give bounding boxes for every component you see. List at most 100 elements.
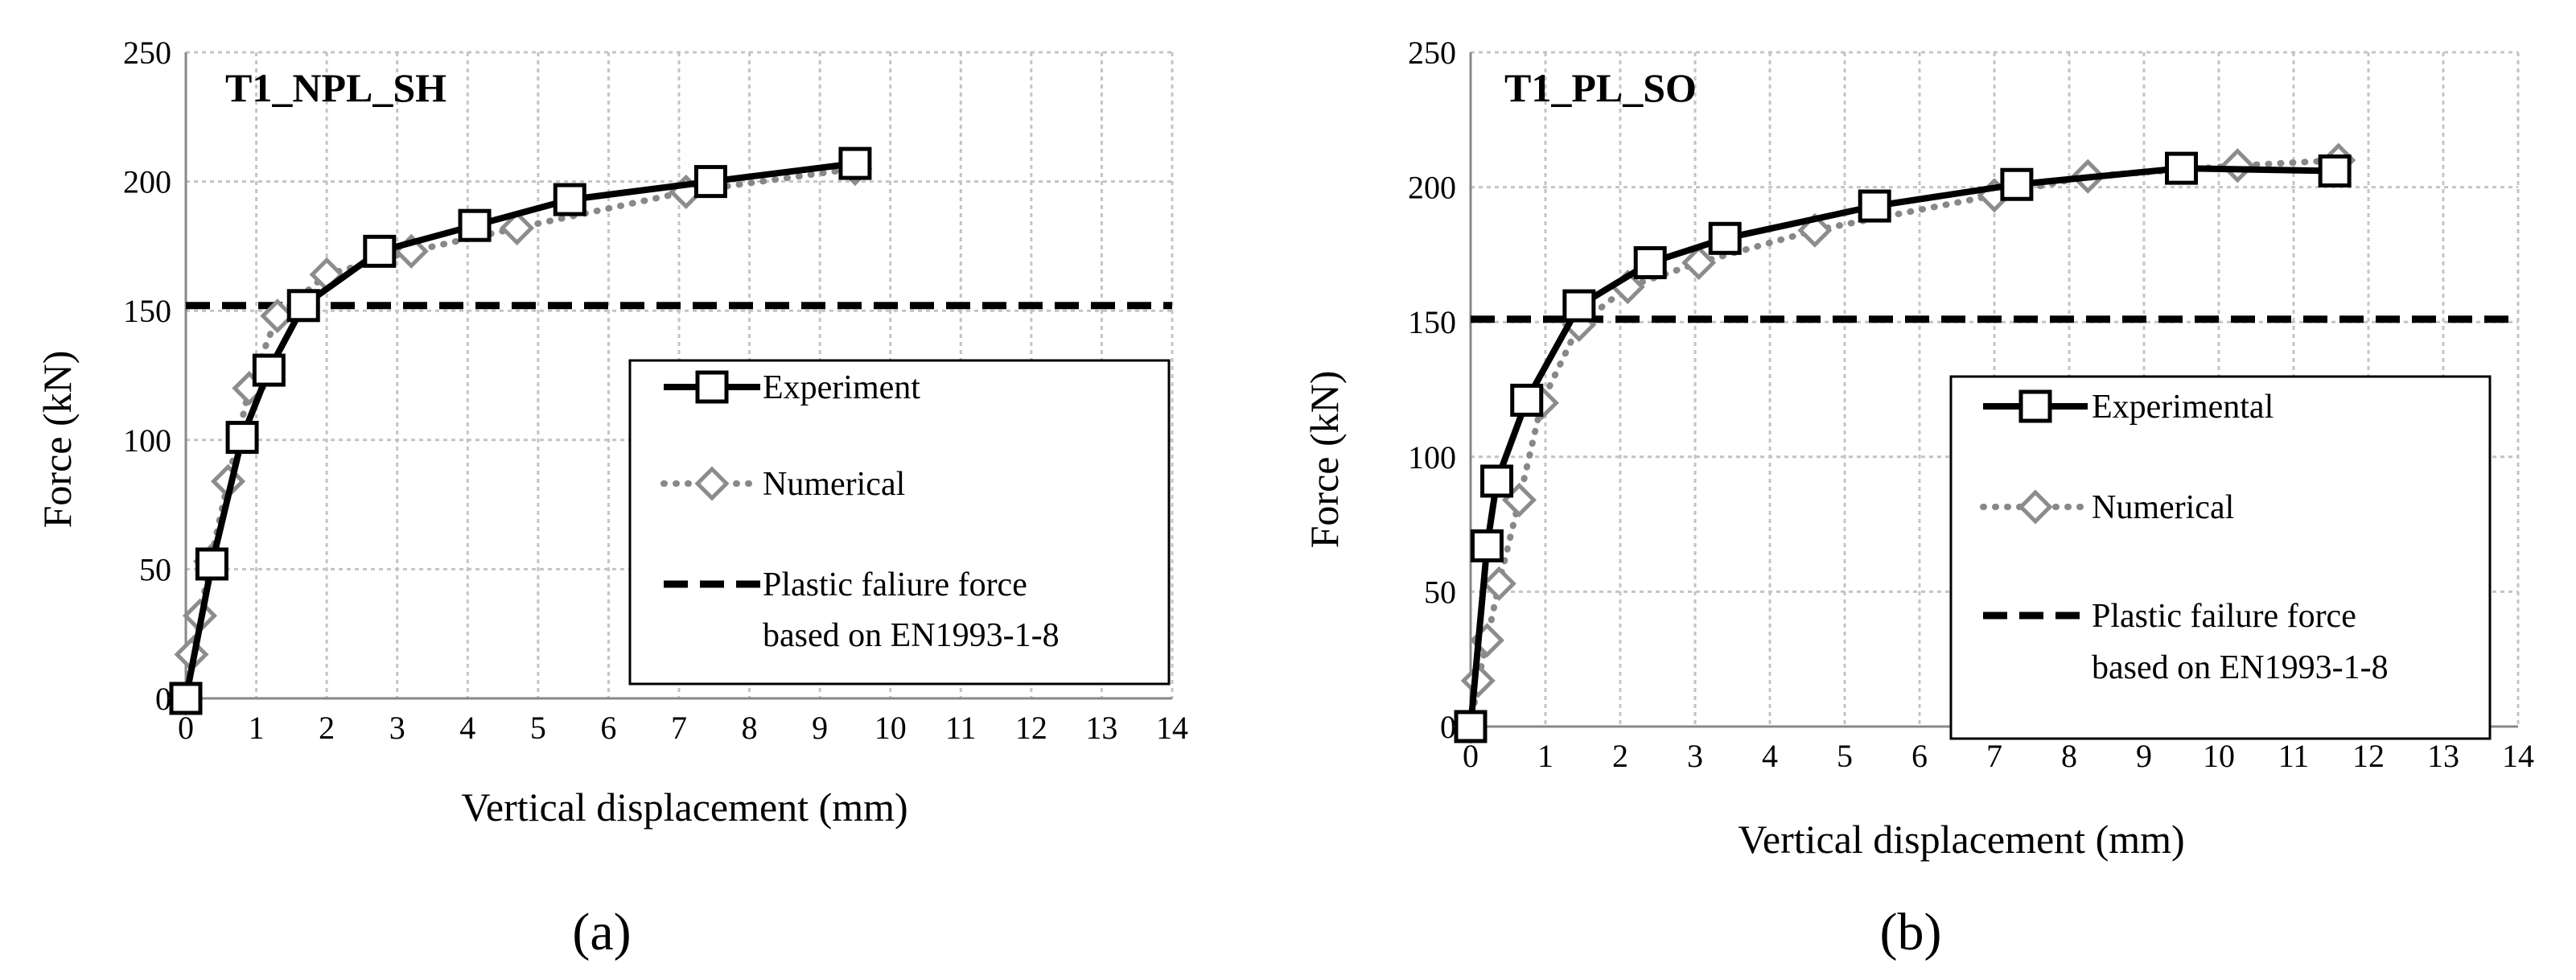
x-tick-label: 1 — [1537, 738, 1553, 774]
numerical-point — [1681, 245, 1717, 280]
chart-title: T1_NPL_SH — [225, 65, 446, 110]
legend-diamond-marker — [694, 466, 730, 501]
x-tick-label: 2 — [1612, 738, 1628, 774]
x-tick-label: 6 — [600, 710, 616, 746]
y-tick-label: 200 — [123, 164, 171, 200]
experiment-point — [195, 547, 228, 581]
experiment-point — [363, 234, 397, 268]
experiment-point — [1470, 529, 1504, 562]
y-tick-label: 150 — [123, 293, 171, 329]
x-tick-label: 5 — [530, 710, 546, 746]
x-tick-label: 9 — [2136, 738, 2152, 774]
x-tick-label: 13 — [1085, 710, 1117, 746]
experiment-point — [1708, 221, 1742, 255]
experiment-point — [553, 183, 586, 216]
legend-label-plastic-line1: Plastic faliure force — [763, 566, 1027, 603]
experiment-point — [2165, 151, 2198, 185]
numerical-point — [1460, 663, 1496, 698]
y-tick-label: 0 — [155, 681, 171, 717]
experiment-point — [693, 165, 727, 199]
x-axis-label: Vertical displacement (mm) — [1738, 817, 2184, 862]
numerical-point — [500, 210, 535, 245]
x-tick-label: 4 — [459, 710, 475, 746]
chart-title: T1_PL_SO — [1504, 65, 1697, 110]
x-tick-label: 0 — [178, 710, 194, 746]
x-tick-label: 7 — [671, 710, 687, 746]
experiment-point — [286, 289, 320, 323]
x-tick-label: 3 — [1687, 738, 1703, 774]
x-axis-label: Vertical displacement (mm) — [461, 784, 907, 830]
y-axis-label: Force (kN) — [35, 351, 80, 529]
experiment-point — [2318, 154, 2352, 187]
x-tick-label: 5 — [1837, 738, 1853, 774]
axes-group — [184, 52, 1172, 700]
x-tick-label: 14 — [2502, 738, 2534, 774]
y-tick-label: 50 — [139, 551, 171, 587]
series-group — [168, 146, 1172, 716]
experiment-point — [1633, 245, 1667, 279]
experiment-point — [2000, 167, 2034, 201]
legend-label-numerical: Numerical — [2092, 489, 2234, 526]
x-tick-label: 8 — [742, 710, 758, 746]
legend: Experiment Numerical Plastic faliure for… — [628, 359, 1171, 686]
experiment-point — [1480, 464, 1514, 498]
y-tick-label: 100 — [1408, 439, 1456, 476]
x-tick-label: 10 — [2203, 738, 2235, 774]
legend-box — [628, 359, 1171, 686]
series-group — [1453, 142, 2518, 744]
legend: Experimental Numerical Plastic failure f… — [1949, 375, 2492, 740]
x-tick-label: 11 — [2278, 738, 2310, 774]
x-tick-label: 3 — [389, 710, 405, 746]
x-tick-label: 4 — [1762, 738, 1778, 774]
x-tick-label: 1 — [249, 710, 265, 746]
experiment-point — [1454, 710, 1488, 743]
x-tick-label: 8 — [2061, 738, 2077, 774]
x-tick-label: 2 — [319, 710, 335, 746]
y-tick-label: 50 — [1424, 574, 1456, 610]
y-tick-label: 250 — [123, 35, 171, 71]
experiment-point — [1510, 383, 1544, 417]
legend-box — [1949, 375, 2492, 740]
legend-square-marker — [695, 370, 729, 404]
x-tick-label: 9 — [812, 710, 828, 746]
legend-label-numerical: Numerical — [763, 466, 905, 503]
experiment-point — [1858, 189, 1891, 223]
y-axis-label: Force (kN) — [1302, 371, 1347, 549]
legend-label-plastic-line1: Plastic failure force — [2092, 598, 2356, 635]
y-tick-label: 150 — [1408, 304, 1456, 340]
experiment-point — [169, 681, 203, 715]
experiment-point — [1562, 289, 1596, 323]
x-tick-label: 13 — [2427, 738, 2459, 774]
y-tick-label: 100 — [123, 422, 171, 459]
x-tick-label: 6 — [1911, 738, 1928, 774]
experiment-line — [183, 160, 856, 699]
y-tick-label: 200 — [1408, 170, 1456, 206]
experiment-point — [225, 421, 259, 455]
legend-square-marker — [2018, 389, 2052, 423]
x-tick-label: 7 — [1986, 738, 2002, 774]
experiment-point — [458, 208, 492, 242]
x-tick-label: 12 — [1015, 710, 1047, 746]
x-tick-label: 10 — [874, 710, 907, 746]
legend-diamond-marker — [2018, 489, 2053, 525]
legend-label-experiment: Experiment — [763, 369, 920, 406]
experiment-point — [252, 353, 286, 387]
panel-caption: (a) — [572, 903, 631, 961]
numerical-point — [2220, 148, 2255, 183]
x-tick-label: 0 — [1463, 738, 1479, 774]
legend-label-experimental: Experimental — [2092, 389, 2274, 426]
legend-label-plastic-line2: based on EN1993-1-8 — [2092, 649, 2389, 686]
numerical-point — [1481, 566, 1516, 601]
y-tick-label: 250 — [1408, 35, 1456, 71]
x-tick-label: 11 — [945, 710, 977, 746]
y-tick-label: 0 — [1440, 709, 1456, 745]
x-tick-label: 14 — [1156, 710, 1188, 746]
panel-caption: (b) — [1880, 903, 1942, 961]
legend-label-plastic-line2: based on EN1993-1-8 — [763, 617, 1060, 654]
x-tick-label: 12 — [2352, 738, 2385, 774]
experiment-point — [838, 146, 872, 180]
